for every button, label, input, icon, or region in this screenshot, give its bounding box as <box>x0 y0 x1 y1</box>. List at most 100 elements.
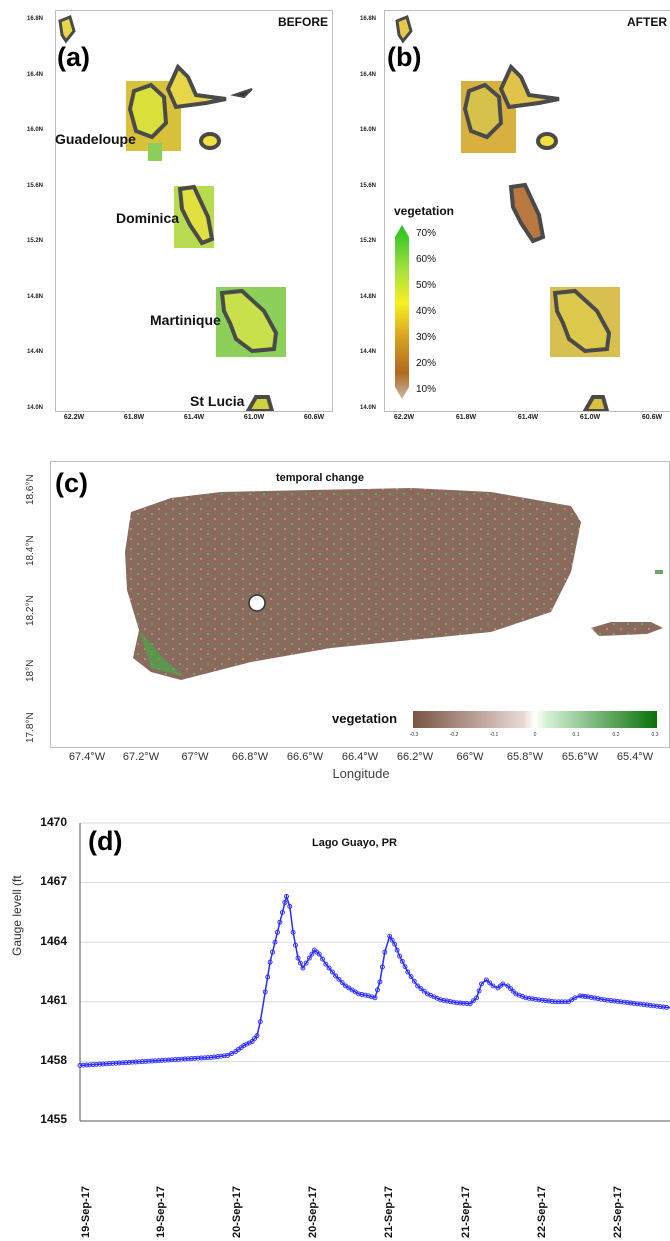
series-point <box>293 942 298 948</box>
series-point <box>229 1051 235 1056</box>
panel-b-title: AFTER <box>627 15 667 29</box>
series-point <box>188 1056 194 1062</box>
panel-c-xtick: 67.4°W <box>68 751 106 763</box>
panel-b-ytick: 14.0N <box>360 405 377 411</box>
series-point <box>195 1055 201 1061</box>
panel-c-xtick: 66°W <box>456 751 484 763</box>
guadeloupe-a <box>126 63 253 161</box>
panel-d-xtick: 19-Sep-17 <box>155 1186 167 1238</box>
series-point <box>120 1060 126 1066</box>
series-point <box>316 951 322 957</box>
series-point <box>611 998 617 1004</box>
panel-a-ytick: 14.4N <box>27 349 44 355</box>
series-point <box>508 986 513 992</box>
puerto-rico-shape <box>125 488 581 680</box>
label-dominica: Dominica <box>116 210 180 226</box>
vieques-island <box>591 622 663 636</box>
series-point <box>323 961 329 967</box>
series-point <box>84 1062 90 1068</box>
panel-a-ytick: 16.8N <box>27 16 44 22</box>
panel-b-xtick: 61.8W <box>455 414 477 421</box>
series-point <box>146 1058 152 1064</box>
series-point <box>382 949 388 955</box>
series-point <box>257 1019 263 1025</box>
panel-b-xtick: 61.4W <box>517 414 539 421</box>
panel-c-legend-tick: -0.2 <box>449 732 459 738</box>
series-point <box>211 1054 217 1060</box>
series-point <box>87 1062 93 1068</box>
series-point <box>123 1060 129 1066</box>
series-point <box>107 1061 112 1067</box>
guadeloupe-b <box>461 63 560 153</box>
panel-a-ytick: 16.4N <box>27 72 44 78</box>
panel-b-ytick: 14.4N <box>360 349 377 355</box>
series-line <box>79 893 670 1067</box>
panel-d-xtick: 22-Sep-17 <box>612 1186 624 1238</box>
series-point <box>356 991 362 997</box>
label-guadeloupe: Guadeloupe <box>55 131 136 147</box>
series-point <box>582 994 588 999</box>
series-point <box>152 1058 158 1064</box>
series-point <box>252 1036 257 1042</box>
series-point <box>500 981 506 987</box>
series-point <box>143 1058 149 1064</box>
series-point <box>156 1058 162 1064</box>
series-point <box>644 1002 650 1008</box>
panel-d-letter: (d) <box>88 826 123 856</box>
series-point <box>149 1058 155 1064</box>
series-point <box>100 1061 106 1067</box>
st-lucia-a <box>245 395 275 411</box>
series-point <box>601 997 607 1003</box>
panel-b-ytick: 14.8N <box>360 294 377 300</box>
series-point <box>362 992 368 998</box>
series-point <box>372 995 378 1001</box>
series-point <box>97 1061 103 1067</box>
panel-c-legend-title: vegetation <box>332 711 398 726</box>
series-point <box>306 955 312 961</box>
series-point <box>262 989 268 995</box>
series-point <box>536 997 542 1003</box>
series-point <box>303 960 309 966</box>
panel-b-map-svg <box>395 14 620 411</box>
panel-d-ytick: 1464 <box>40 934 67 948</box>
panel-d-gridlines <box>80 822 670 1122</box>
series-point <box>467 1001 473 1007</box>
series-point <box>270 949 276 955</box>
panel-c-xlabel: Longitude <box>332 766 390 781</box>
series-point <box>454 1000 460 1006</box>
culebra-island <box>655 570 663 574</box>
series-point <box>272 939 278 945</box>
series-point <box>647 1002 653 1008</box>
series-point <box>641 1002 647 1008</box>
series-point <box>397 953 403 959</box>
series-point <box>438 997 444 1003</box>
panel-b-xtick: 60.6W <box>641 414 663 421</box>
series-point <box>166 1057 171 1063</box>
panel-c-xtick: 65.4°W <box>616 751 654 763</box>
panel-d-axes <box>79 823 670 1122</box>
panel-d-ytick: 1470 <box>40 815 67 829</box>
series-point <box>275 929 280 935</box>
panel-c-legend-tick: 0.1 <box>572 732 580 738</box>
series-point <box>542 998 548 1004</box>
series-point <box>654 1003 660 1009</box>
panel-b-letter: (b) <box>387 42 422 72</box>
series-point <box>295 955 301 961</box>
series-point <box>136 1059 142 1065</box>
panel-c-legend-tick: -0.1 <box>489 732 499 738</box>
series-point <box>129 1059 135 1065</box>
series-point <box>159 1057 165 1063</box>
series-point <box>377 979 383 985</box>
series-point <box>339 980 345 986</box>
series-point <box>605 997 611 1003</box>
panel-b-legend-title: vegetation <box>394 204 455 218</box>
series-point <box>529 996 535 1002</box>
series-point <box>133 1059 139 1065</box>
panel-c-xtick: 66.2°W <box>396 751 434 763</box>
panel-a-title: BEFORE <box>277 15 328 29</box>
series-point <box>93 1061 99 1067</box>
series-point <box>279 909 285 915</box>
series-point <box>309 951 315 957</box>
series-point <box>479 981 484 987</box>
series-point <box>505 983 511 989</box>
